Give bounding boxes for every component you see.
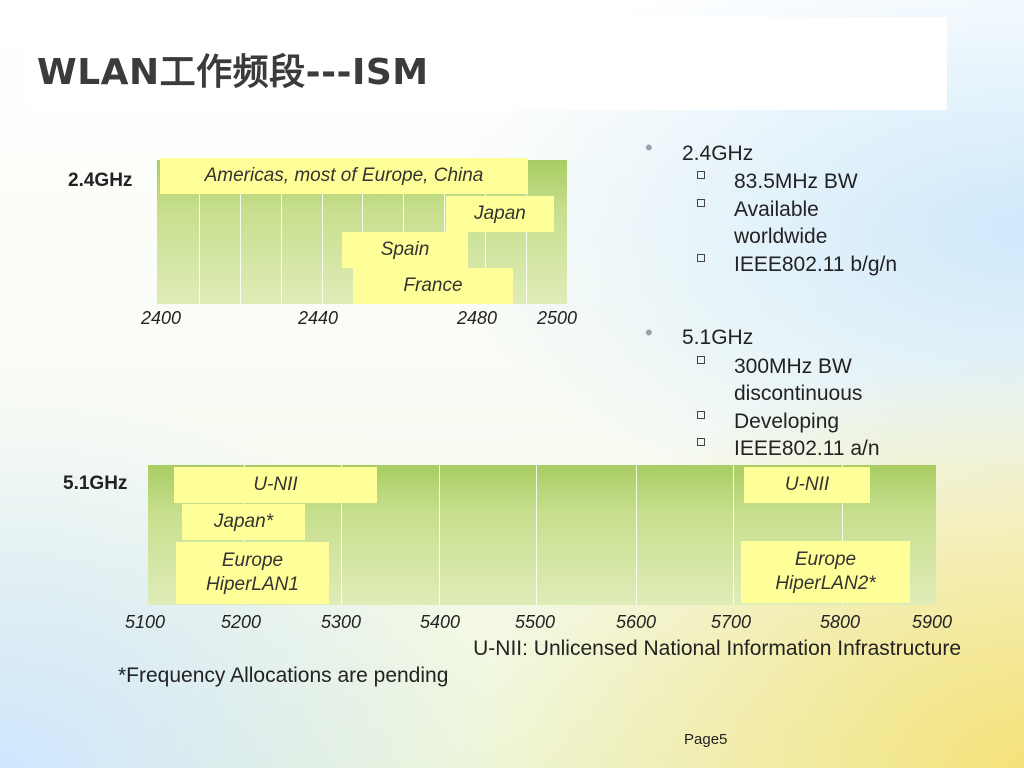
bullet-dot: •	[645, 135, 653, 160]
tick-label: 5400	[419, 612, 461, 632]
sub-bullet: 300MHz BW	[734, 355, 852, 378]
tick-label: 2480	[456, 308, 498, 328]
band-24-label: 2.4GHz	[68, 170, 133, 191]
footnote-unii: U-NII: Unlicensed National Information I…	[473, 637, 961, 660]
tick-label: 5500	[514, 612, 556, 632]
gridline	[526, 160, 527, 304]
europe-label: Europe	[794, 549, 857, 571]
tick-label: 5600	[615, 612, 657, 632]
region-americas-band: Americas, most of Europe, China	[160, 158, 528, 194]
region-france-band: France	[353, 268, 513, 304]
sub-bullet: worldwide	[734, 225, 828, 248]
tick-label: 5300	[320, 612, 362, 632]
sub-bullet-marker	[697, 199, 705, 207]
sub-bullet-marker	[697, 171, 705, 179]
gridline	[536, 465, 537, 605]
gridline	[733, 465, 734, 605]
hiperlan1-label: HiperLAN1	[206, 574, 299, 595]
region-japan-band: Japan	[446, 196, 554, 232]
page-title: WLAN工作频段---ISM	[37, 52, 429, 93]
unii-left-band: U-NII	[174, 467, 377, 503]
tick-label: 5700	[710, 612, 752, 632]
gridline	[439, 465, 440, 605]
gridline	[199, 160, 200, 304]
bullet-label: 5.1GHz	[682, 326, 754, 349]
gridline	[240, 160, 241, 304]
gridline	[485, 160, 486, 304]
sub-bullet: IEEE802.11 b/g/n	[734, 253, 898, 276]
tick-label: 5200	[220, 612, 262, 632]
page-number: Page5	[684, 731, 728, 748]
tick-label: 2400	[140, 308, 182, 328]
sub-bullet-marker	[697, 411, 705, 419]
gridline	[842, 465, 843, 605]
sub-bullet: IEEE802.11 a/n	[734, 437, 880, 460]
footnote-pending: *Frequency Allocations are pending	[118, 664, 449, 687]
sub-bullet-marker	[697, 438, 705, 446]
tick-label: 2440	[297, 308, 339, 328]
sub-bullet: Available	[734, 198, 819, 221]
europe-hiperlan2-band: Europe HiperLAN2*	[741, 541, 910, 603]
sub-bullet: Developing	[734, 410, 840, 433]
sub-bullet: discontinuous	[734, 382, 863, 405]
gridline	[636, 465, 637, 605]
title-box	[27, 17, 947, 110]
band-51-label: 5.1GHz	[63, 473, 128, 494]
hiperlan2-label: HiperLAN2*	[775, 573, 876, 594]
gridline	[281, 160, 282, 304]
japan-51-band: Japan*	[182, 504, 305, 540]
tick-label: 5100	[124, 612, 166, 632]
europe-hiperlan1-band: Europe HiperLAN1	[176, 542, 329, 604]
tick-label: 5900	[911, 612, 953, 632]
bullet-label: 2.4GHz	[682, 142, 754, 165]
gridline	[322, 160, 323, 304]
sub-bullet: 83.5MHz BW	[734, 170, 858, 193]
bullet-dot: •	[645, 320, 653, 345]
tick-label: 2500	[536, 308, 578, 328]
europe-label: Europe	[221, 550, 284, 572]
sub-bullet-marker	[697, 356, 705, 364]
unii-right-band: U-NII	[744, 467, 870, 503]
region-spain-band: Spain	[342, 232, 468, 268]
tick-label: 5800	[819, 612, 861, 632]
gridline	[341, 465, 342, 605]
sub-bullet-marker	[697, 254, 705, 262]
